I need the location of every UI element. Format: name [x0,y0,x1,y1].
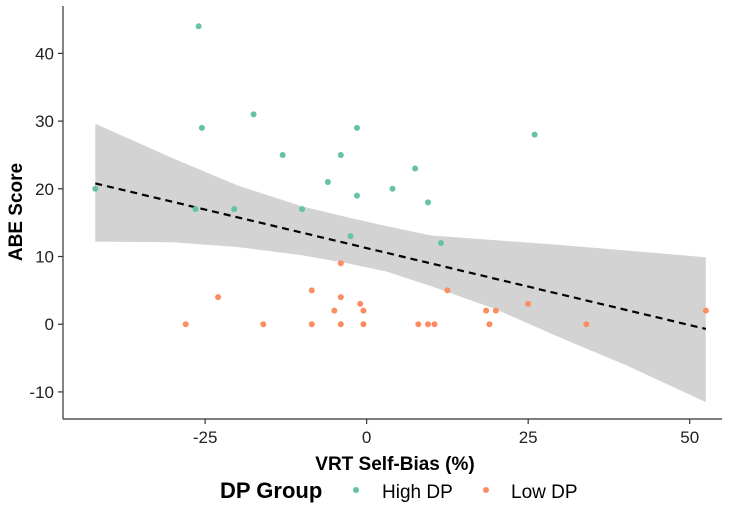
data-point-high-dp [92,185,99,192]
data-point-high-dp [192,206,199,213]
x-ticks: -25 0 25 50 [193,419,699,447]
confidence-band [95,123,706,403]
data-point-low-dp [337,260,344,267]
data-points-layer [92,23,709,328]
trend-line-layer [95,182,707,331]
data-point-low-dp [483,307,490,314]
data-point-low-dp [337,294,344,301]
legend-title: DP Group [220,478,322,503]
data-point-low-dp [182,321,189,328]
data-point-low-dp [425,321,432,328]
data-point-low-dp [525,300,532,307]
data-point-low-dp [360,307,367,314]
data-point-low-dp [308,321,315,328]
y-tick-label: -10 [29,383,54,402]
legend: DP Group High DP Low DP [220,478,578,503]
data-point-low-dp [492,307,499,314]
y-axis-title: ABE Score [6,163,27,261]
y-tick-label: 20 [35,180,54,199]
data-point-high-dp [425,199,432,206]
y-tick-label: 40 [35,44,54,63]
legend-label-high-dp: High DP [382,482,453,503]
data-point-low-dp [215,294,222,301]
data-point-low-dp [702,307,709,314]
data-point-high-dp [353,124,360,131]
data-point-high-dp [353,192,360,199]
data-point-low-dp [357,300,364,307]
data-point-high-dp [324,179,331,186]
data-point-low-dp [260,321,267,328]
data-point-high-dp [198,124,205,131]
data-point-low-dp [415,321,422,328]
legend-swatch-low-dp [483,487,489,493]
confidence-band-layer [95,123,706,403]
data-point-low-dp [583,321,590,328]
data-point-low-dp [486,321,493,328]
legend-label-low-dp: Low DP [511,482,578,503]
y-tick-label: 0 [45,315,54,334]
data-point-high-dp [299,206,306,213]
legend-swatch-high-dp [353,487,359,493]
x-tick-label: -25 [193,428,218,447]
x-tick-label: 0 [362,428,371,447]
x-tick-label: 50 [680,428,699,447]
data-point-high-dp [195,23,202,30]
data-point-low-dp [444,287,451,294]
data-point-high-dp [389,185,396,192]
y-tick-label: 30 [35,112,54,131]
data-point-high-dp [250,111,257,118]
trend-line [95,182,707,331]
y-ticks: -10 0 10 20 30 40 [29,44,63,402]
data-point-high-dp [347,233,354,240]
data-point-low-dp [331,307,338,314]
data-point-low-dp [337,321,344,328]
data-point-high-dp [337,151,344,158]
x-axis-title: VRT Self-Bias (%) [315,454,474,475]
data-point-high-dp [231,206,238,213]
data-point-high-dp [412,165,419,172]
axes [62,6,722,420]
data-point-low-dp [308,287,315,294]
data-point-high-dp [437,239,444,246]
data-point-high-dp [531,131,538,138]
data-point-high-dp [279,151,286,158]
x-tick-label: 25 [519,428,538,447]
data-point-low-dp [431,321,438,328]
data-point-low-dp [360,321,367,328]
y-tick-label: 10 [35,248,54,267]
